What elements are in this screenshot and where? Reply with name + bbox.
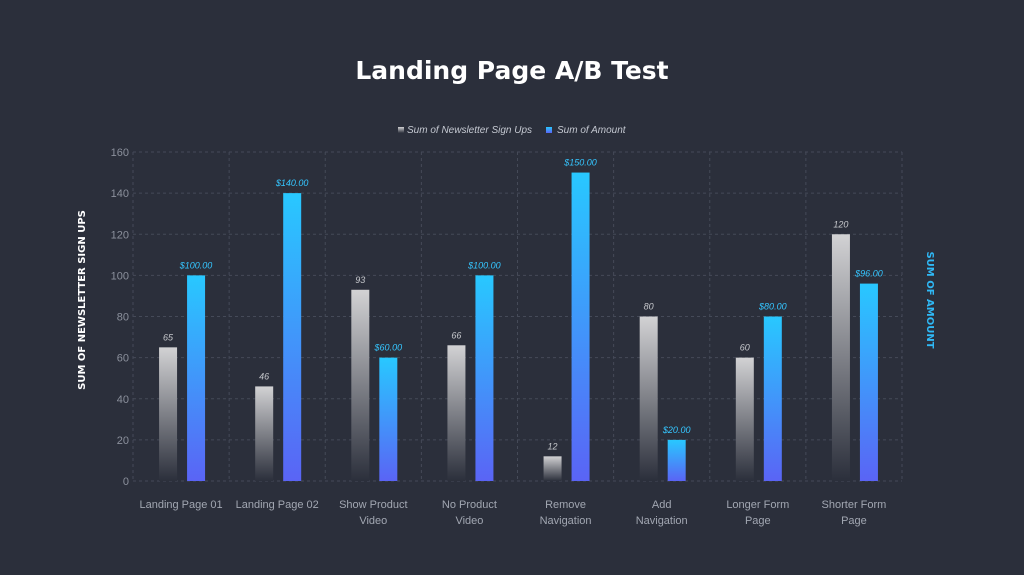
bars: [159, 172, 878, 482]
data-label: 65: [163, 332, 174, 342]
x-category-label: Landing Page 01: [139, 499, 222, 511]
grid-lines: [132, 151, 903, 482]
x-category-label: Remove: [545, 499, 586, 511]
y-tick-label: 100: [111, 270, 129, 282]
legend-swatch: [398, 127, 404, 133]
chart-title: Landing Page A/B Test: [355, 56, 669, 85]
bar-newsletter-sign-ups[interactable]: [639, 316, 658, 482]
data-label: $60.00: [374, 343, 403, 353]
bar-amount[interactable]: [763, 316, 782, 482]
y-tick-label: 40: [117, 394, 129, 406]
bar-newsletter-sign-ups[interactable]: [735, 357, 754, 481]
x-category-label: Landing Page 02: [236, 499, 319, 511]
legend-swatch: [546, 127, 552, 133]
bar-newsletter-sign-ups[interactable]: [447, 345, 466, 481]
x-category-label: Page: [745, 515, 771, 527]
legend-label[interactable]: Sum of Newsletter Sign Ups: [407, 125, 532, 136]
data-labels: 65 46 93 66 12 80 60 120 $100.00 $140.00 $60.00 $10…: [163, 158, 883, 452]
bar-amount[interactable]: [859, 283, 878, 481]
data-label: 66: [451, 330, 461, 340]
y-axis-ticks: 0 20 40 60 80 100 120 140 160: [111, 147, 129, 488]
y-tick-label: 120: [111, 229, 129, 241]
data-label: 46: [259, 371, 269, 381]
legend: Sum of Newsletter Sign Ups Sum of Amount: [398, 125, 627, 136]
x-category-label: Add: [652, 499, 672, 511]
data-label: $150.00: [563, 158, 597, 168]
x-category-label: Video: [455, 515, 483, 527]
x-category-label: Shorter Form: [822, 499, 887, 511]
data-label: 93: [355, 275, 365, 285]
bar-amount[interactable]: [475, 275, 494, 481]
bar-amount[interactable]: [571, 172, 590, 481]
legend-label[interactable]: Sum of Amount: [557, 125, 627, 136]
y-tick-label: 80: [117, 312, 129, 324]
x-category-label: Longer Form: [726, 499, 789, 511]
bar-amount[interactable]: [379, 357, 398, 481]
y-tick-label: 60: [117, 353, 129, 365]
x-category-label: Navigation: [636, 515, 688, 527]
data-label: $100.00: [467, 260, 501, 270]
x-category-label: Video: [359, 515, 387, 527]
x-axis-categories: Landing Page 01 Landing Page 02 Show Produ…: [139, 499, 886, 527]
bar-amount[interactable]: [667, 439, 686, 481]
bar-newsletter-sign-ups[interactable]: [543, 456, 562, 481]
x-category-label: No Product: [442, 499, 497, 511]
data-label: 80: [644, 302, 654, 312]
bar-newsletter-sign-ups[interactable]: [831, 234, 850, 481]
y-tick-label: 20: [117, 435, 129, 447]
y-axis-title-right: SUM OF AMOUNT: [924, 251, 935, 348]
bar-newsletter-sign-ups[interactable]: [159, 347, 178, 481]
y-tick-label: 160: [111, 147, 129, 159]
bar-amount[interactable]: [187, 275, 206, 481]
y-tick-label: 140: [111, 188, 129, 200]
x-category-label: Navigation: [540, 515, 592, 527]
x-category-label: Show Product: [339, 499, 407, 511]
bar-amount[interactable]: [283, 193, 302, 481]
data-label: $20.00: [662, 425, 691, 435]
bar-newsletter-sign-ups[interactable]: [351, 289, 370, 481]
x-category-label: Page: [841, 515, 867, 527]
data-label: $100.00: [179, 260, 213, 270]
y-axis-title-left: SUM OF NEWSLETTER SIGN UPS: [77, 210, 88, 390]
data-label: 60: [740, 343, 750, 353]
data-label: 12: [548, 441, 558, 451]
bar-newsletter-sign-ups[interactable]: [255, 386, 274, 481]
data-label: $80.00: [758, 302, 787, 312]
y-tick-label: 0: [123, 476, 129, 488]
data-label: $96.00: [854, 269, 883, 279]
data-label: $140.00: [275, 178, 309, 188]
data-label: 120: [833, 219, 848, 229]
